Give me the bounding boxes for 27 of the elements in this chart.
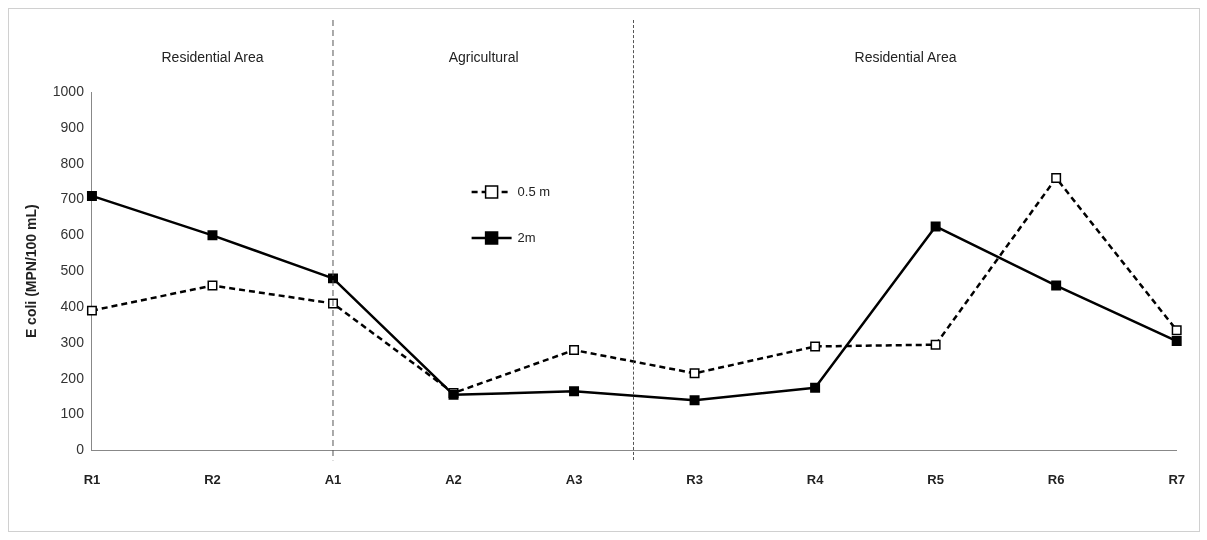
text: Residential Area (161, 49, 264, 65)
legend-label: 0.5 m (517, 183, 551, 199)
y-tick-label: 700 (60, 190, 85, 207)
y-tick-label: 0 (76, 441, 85, 458)
x-tick-label: A1 (324, 471, 342, 487)
legend-label: 2m (517, 229, 536, 245)
x-tick-label: R3 (686, 471, 703, 487)
y-tick-label: 900 (60, 118, 85, 135)
x-tick-label: R6 (1047, 471, 1065, 487)
x-tick-label: A2 (445, 471, 462, 487)
y-axis-title: E coli (MPN/100 mL) (23, 204, 40, 339)
y-tick-label: 300 (60, 333, 85, 350)
x-tick-label: R2 (204, 471, 221, 487)
y-tick-label: 800 (60, 154, 85, 171)
y-tick-label: 400 (60, 297, 85, 314)
x-tick-label: R7 (1168, 471, 1185, 487)
y-tick-label: 600 (60, 226, 85, 243)
y-tick-label: 500 (60, 262, 85, 279)
x-tick-label: R4 (806, 471, 825, 487)
y-tick-label: 1000 (52, 82, 85, 99)
y-tick-label: 100 (60, 405, 85, 422)
x-tick-label: R5 (927, 471, 944, 487)
x-tick-label: R1 (83, 471, 101, 487)
text: Agricultural (448, 49, 519, 65)
text: Residential Area (854, 49, 957, 65)
y-tick-label: 200 (60, 369, 85, 386)
x-tick-label: A3 (565, 471, 583, 487)
